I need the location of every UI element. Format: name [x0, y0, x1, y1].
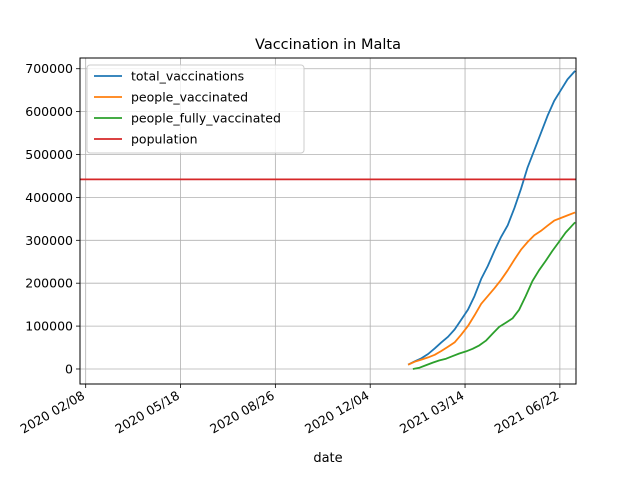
x-tick-label: 2020 02/08 [17, 388, 87, 437]
y-axis-ticks: 0 100000 200000 300000 400000 500000 600000 700… [25, 61, 80, 376]
y-tick-label: 500000 [25, 147, 73, 162]
legend-people-vaccinated-label: people_vaccinated [131, 90, 248, 105]
series-total-vaccinations-line [407, 70, 576, 366]
grid [80, 58, 576, 384]
series-people-fully-vaccinated-line [412, 221, 576, 370]
legend: total_vaccinations people_vaccinatedpeopl… [86, 64, 305, 154]
x-tick-label: 2020 05/18 [112, 388, 182, 437]
x-tick-label: 2020 12/04 [302, 388, 372, 437]
x-axis-label: date [313, 451, 342, 466]
y-tick-label: 700000 [25, 61, 73, 76]
series-people-vaccinated-line [407, 211, 576, 366]
legend-population-label: population [131, 132, 198, 147]
chart-title: Vaccination in Malta [255, 37, 401, 53]
y-tick-label: 200000 [25, 276, 73, 291]
legend-total-vaccinations-label: total_vaccinations [131, 69, 244, 84]
y-tick-label: 100000 [25, 319, 73, 334]
x-tick-label: 2021 03/14 [397, 388, 467, 437]
y-tick-label: 300000 [25, 233, 73, 248]
legend-people-fully-vaccinated-label: people_fully_vaccinated [131, 111, 281, 126]
y-tick-label: 400000 [25, 190, 73, 205]
plot-frame [79, 57, 577, 385]
y-tick-label: 0 [65, 361, 73, 376]
x-tick-label: 2020 08/26 [207, 388, 277, 437]
plot-lines [80, 70, 576, 370]
legend-box [86, 64, 305, 154]
x-tick-label: 2021 06/22 [492, 388, 562, 437]
x-axis-ticks: 2020 02/08 2020 05/18 2020 08/26 2020 12/04… [17, 384, 561, 437]
y-tick-label: 600000 [25, 104, 73, 119]
